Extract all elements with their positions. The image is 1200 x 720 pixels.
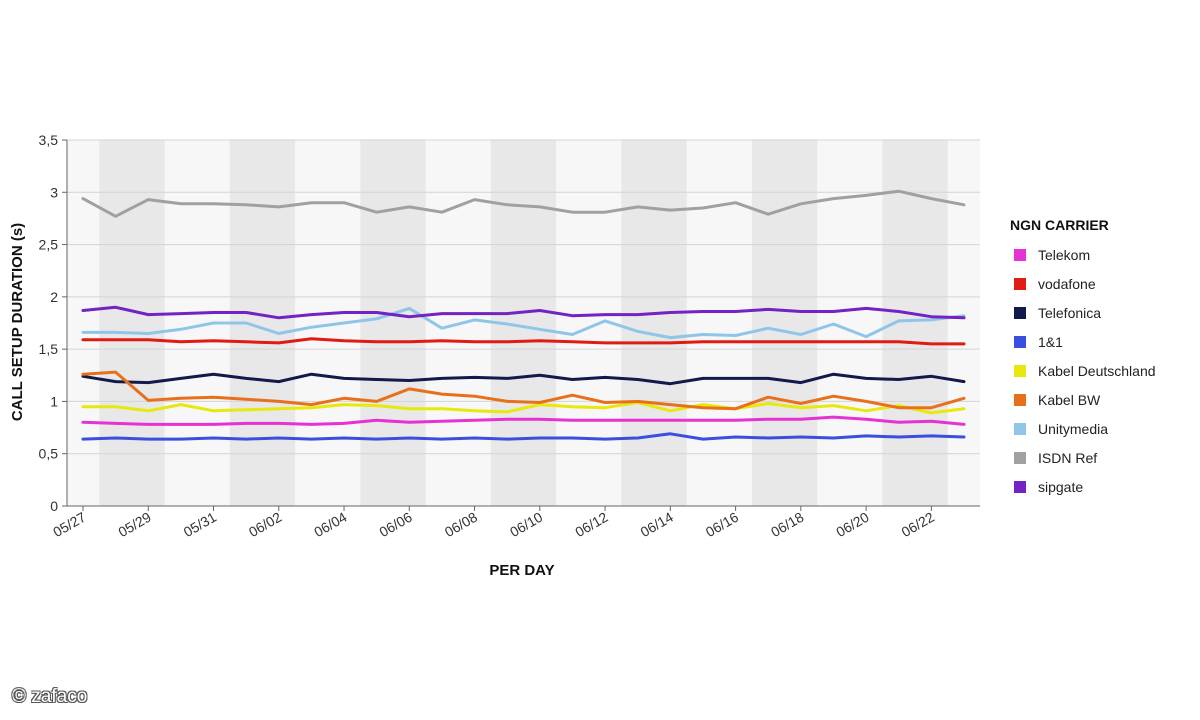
legend-swatch-1-1 <box>1014 336 1026 348</box>
x-tick-label: 06/08 <box>442 509 481 540</box>
series-line-1-1 <box>81 432 966 441</box>
y-tick-label: 3 <box>50 184 58 200</box>
x-tick-label: 06/14 <box>637 509 676 540</box>
legend-label-sipgate: sipgate <box>1038 479 1083 495</box>
x-tick-label: 06/22 <box>899 509 938 540</box>
watermark: © zafaco <box>12 686 88 707</box>
y-tick-label: 2,5 <box>39 237 59 253</box>
y-tick-label: 0 <box>50 498 58 514</box>
series-line-unitymedia <box>81 306 966 340</box>
legend-swatch-telekom <box>1014 249 1026 261</box>
x-tick-label: 05/31 <box>181 509 220 540</box>
axes <box>66 140 980 507</box>
legend-swatch-telefonica <box>1014 307 1026 319</box>
x-tick-label: 06/16 <box>703 509 742 540</box>
legend-label-unitymedia: Unitymedia <box>1038 421 1108 437</box>
x-tick-label: 06/18 <box>768 509 807 540</box>
y-tick-label: 0,5 <box>39 446 59 462</box>
y-tick-label: 1,5 <box>39 341 59 357</box>
y-tick-label: 2 <box>50 289 58 305</box>
legend-label-vodafone: vodafone <box>1038 276 1096 292</box>
series-line-isdn-ref <box>81 189 966 218</box>
legend-label-telekom: Telekom <box>1038 247 1090 263</box>
background-band <box>99 140 165 506</box>
background-band <box>751 140 818 506</box>
x-tick-label: 06/04 <box>311 509 350 540</box>
y-axis-title: CALL SETUP DURATION (s) <box>9 223 26 421</box>
series-line-vodafone <box>81 337 966 346</box>
legend-swatch-kabel-deutschland <box>1014 365 1026 377</box>
legend-swatch-isdn-ref <box>1014 452 1026 464</box>
y-axis-ticks: 0 0,5 1 1,5 2 2,5 3 3,5 <box>39 132 67 514</box>
y-tick-label: 1 <box>50 393 58 409</box>
legend-swatch-unitymedia <box>1014 423 1026 435</box>
legend-title: NGN CARRIER <box>1010 217 1109 233</box>
legend-swatch-kabel-bw <box>1014 394 1026 406</box>
series-line-kabel-deutschland <box>81 401 966 415</box>
legend-swatch-sipgate <box>1014 481 1026 493</box>
series-line-telekom <box>81 415 966 426</box>
x-tick-label: 06/02 <box>246 509 285 540</box>
y-tick-label: 3,5 <box>39 132 59 148</box>
legend-swatch-vodafone <box>1014 278 1026 290</box>
series-lines <box>81 189 966 441</box>
legend-label-kabel-deutschland: Kabel Deutschland <box>1038 363 1156 379</box>
x-axis-title: PER DAY <box>489 562 554 579</box>
series-line-telefonica <box>81 372 966 386</box>
legend: NGN CARRIER Telekom vodafone Telefonica 1&1… <box>1010 217 1156 495</box>
x-tick-label: 06/20 <box>833 509 872 540</box>
background-bands <box>67 140 980 506</box>
x-tick-label: 05/29 <box>115 509 154 540</box>
series-line-kabel-bw <box>81 370 966 411</box>
x-axis-ticks: 05/27 05/29 05/31 06/02 06/04 06/06 06/08 06/10… <box>50 506 937 540</box>
legend-label-isdn-ref: ISDN Ref <box>1038 450 1097 466</box>
x-tick-label: 06/12 <box>572 509 611 540</box>
x-tick-label: 06/06 <box>376 509 415 540</box>
legend-label-1-1: 1&1 <box>1038 334 1063 350</box>
legend-label-telefonica: Telefonica <box>1038 305 1101 321</box>
x-tick-label: 06/10 <box>507 509 546 540</box>
background-band <box>360 140 426 506</box>
series-line-sipgate <box>81 305 966 320</box>
background-band <box>621 140 687 506</box>
legend-label-kabel-bw: Kabel BW <box>1038 392 1101 408</box>
